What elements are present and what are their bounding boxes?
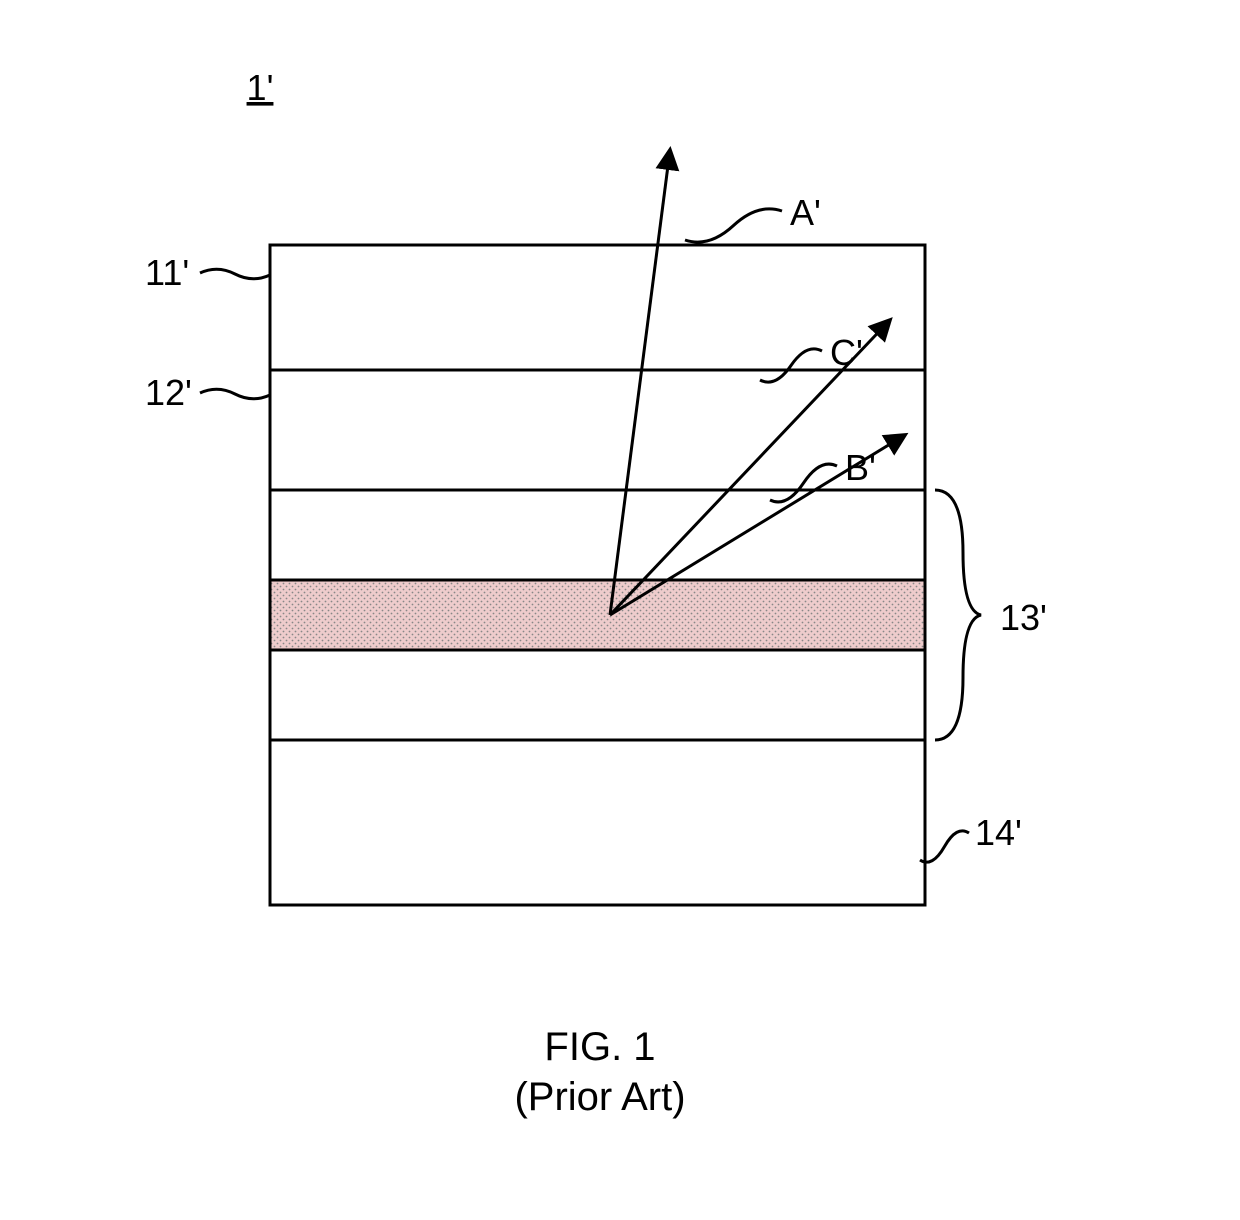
caption-line-2: (Prior Art) <box>514 1075 685 1119</box>
label-12: 12' <box>145 372 192 413</box>
figure-title-label: 1' <box>247 67 274 108</box>
arrow-B-label: B' <box>845 447 876 488</box>
arrow-C-leader <box>760 349 822 382</box>
arrow-A-label: A' <box>790 192 821 233</box>
arrow-A-leader <box>685 209 782 242</box>
label-14: 14' <box>975 812 1022 853</box>
emissive-layer <box>270 580 925 650</box>
brace-13 <box>935 490 981 740</box>
arrow-A <box>610 150 670 615</box>
label-13: 13' <box>1000 597 1047 638</box>
label-14-leader <box>920 831 969 862</box>
layer-stack <box>270 245 925 905</box>
label-11-leader <box>200 269 270 279</box>
caption-line-1: FIG. 1 <box>544 1025 655 1069</box>
label-12-leader <box>200 389 270 399</box>
arrow-C-label: C' <box>830 332 863 373</box>
outer-box <box>270 245 925 905</box>
label-11: 11' <box>145 252 189 293</box>
